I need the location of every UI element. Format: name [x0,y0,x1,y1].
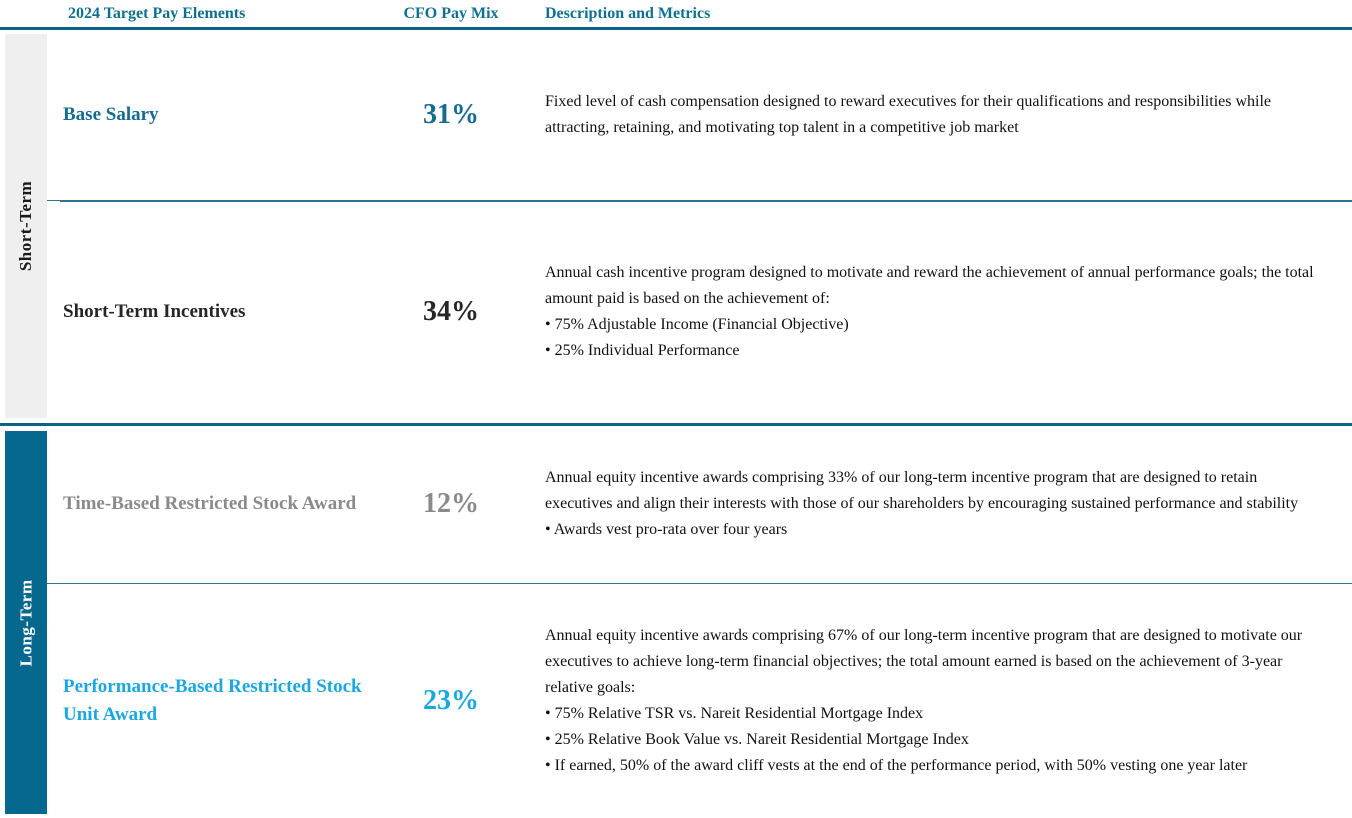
section-divider-rule [0,423,1352,426]
bullet-item: • Awards vest pro-rata over four years [545,521,788,539]
header-description-metrics: Description and Metrics [545,4,711,22]
description-text: Fixed level of cash compensation designe… [545,93,1272,136]
short-term-incentives-description: Annual cash incentive program designed t… [512,260,1352,364]
base-salary-description: Fixed level of cash compensation designe… [512,89,1352,141]
row-time-based-rsa: Time-Based Restricted Stock Award 12% An… [47,426,1352,583]
header-pay-elements: 2024 Target Pay Elements [68,4,246,22]
performance-based-rsu-title: Performance-Based Restricted Stock Unit … [63,675,362,725]
description-text: Annual cash incentive program designed t… [545,264,1314,307]
bullet-item: • 25% Relative Book Value vs. Nareit Res… [545,730,969,748]
performance-based-rsu-description: Annual equity incentive awards comprisin… [512,623,1352,779]
short-term-label: Short-Term [16,180,35,272]
table-header-row: 2024 Target Pay Elements CFO Pay Mix Des… [0,0,1352,30]
time-based-rsa-description: Annual equity incentive awards comprisin… [512,465,1352,543]
bullet-item: • 75% Relative TSR vs. Nareit Residentia… [545,704,924,722]
section-short-term: Short-Term Base Salary 31% Fixed level o… [0,30,1352,423]
row-short-term-incentives: Short-Term Incentives 34% Annual cash in… [47,200,1352,423]
section-long-term: Long-Term Time-Based Restricted Stock Aw… [0,426,1352,818]
long-term-label: Long-Term [16,579,35,666]
time-based-rsa-pay-mix: 12% [423,488,479,520]
short-term-rail: Short-Term [5,34,47,418]
bullet-item: • 75% Adjustable Income (Financial Objec… [545,316,849,333]
bullet-item: • 25% Individual Performance [545,342,740,359]
short-term-incentives-pay-mix: 34% [423,296,479,327]
time-based-rsa-title: Time-Based Restricted Stock Award [63,493,357,515]
header-cfo-pay-mix: CFO Pay Mix [403,4,499,22]
row-base-salary: Base Salary 31% Fixed level of cash comp… [47,30,1352,200]
long-term-rail: Long-Term [5,431,47,814]
bullet-item: • If earned, 50% of the award cliff vest… [545,756,1248,774]
description-text: Annual equity incentive awards comprisin… [545,469,1299,513]
short-term-incentives-title: Short-Term Incentives [63,301,246,322]
base-salary-title: Base Salary [63,104,159,125]
row-performance-based-rsu: Performance-Based Restricted Stock Unit … [47,582,1352,818]
base-salary-pay-mix: 31% [423,99,479,130]
performance-based-rsu-pay-mix: 23% [423,684,479,716]
description-text: Annual equity incentive awards comprisin… [545,626,1303,696]
